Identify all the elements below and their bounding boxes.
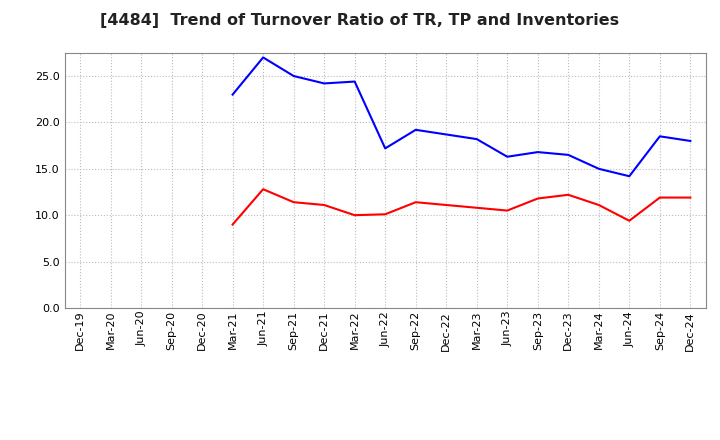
Trade Payables [351,79,359,84]
Trade Receivables [320,202,328,208]
Trade Payables [442,132,451,137]
Trade Payables [258,55,267,60]
Trade Receivables [472,205,481,210]
Trade Receivables [258,187,267,192]
Text: [4484]  Trend of Turnover Ratio of TR, TP and Inventories: [4484] Trend of Turnover Ratio of TR, TP… [100,13,620,28]
Trade Receivables [503,208,512,213]
Line: Trade Receivables: Trade Receivables [233,189,690,224]
Trade Payables [228,92,237,97]
Trade Payables [411,127,420,132]
Trade Receivables [351,213,359,218]
Trade Payables [686,138,695,143]
Trade Payables [564,152,572,158]
Trade Receivables [625,218,634,224]
Trade Payables [534,150,542,155]
Trade Receivables [411,200,420,205]
Trade Payables [472,136,481,142]
Trade Receivables [228,222,237,227]
Trade Receivables [534,196,542,201]
Line: Trade Payables: Trade Payables [233,58,690,176]
Trade Payables [381,146,390,151]
Trade Receivables [686,195,695,200]
Trade Receivables [564,192,572,198]
Trade Receivables [442,202,451,208]
Trade Payables [625,174,634,179]
Trade Receivables [655,195,664,200]
Trade Receivables [595,202,603,208]
Trade Payables [595,166,603,172]
Trade Payables [503,154,512,159]
Trade Payables [655,134,664,139]
Trade Payables [320,81,328,86]
Trade Receivables [381,212,390,217]
Trade Payables [289,73,298,79]
Trade Receivables [289,200,298,205]
